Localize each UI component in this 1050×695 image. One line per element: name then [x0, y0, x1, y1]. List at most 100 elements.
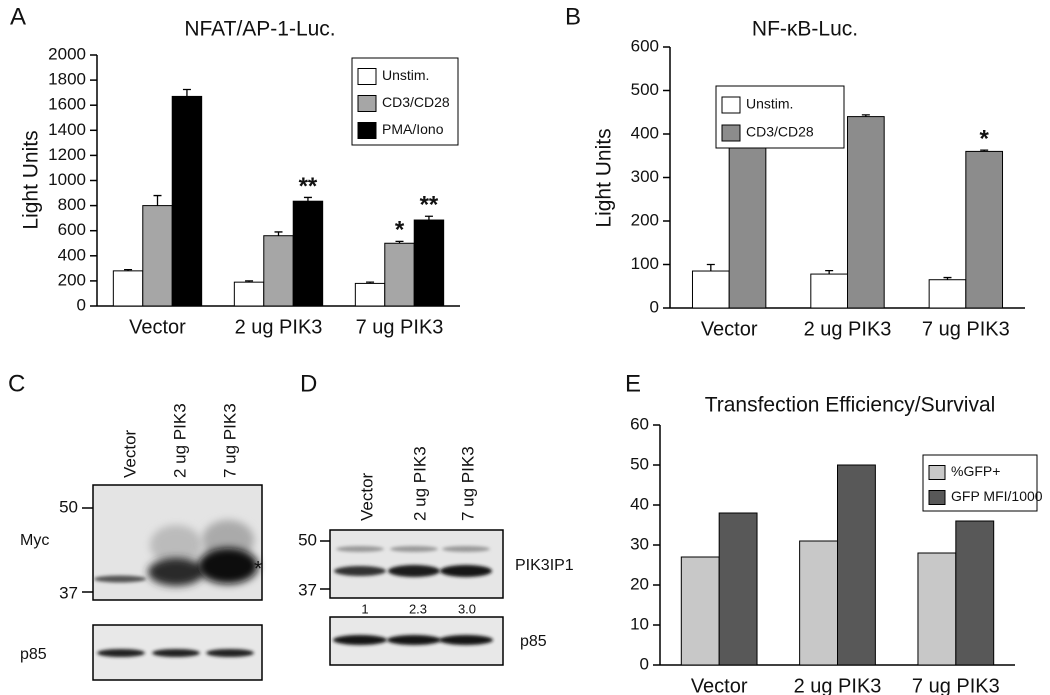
legend-swatch [357, 68, 377, 85]
lane-label: Vector [120, 429, 139, 478]
marker-label: 50 [59, 497, 78, 516]
error-bar [153, 194, 162, 206]
bar [965, 150, 1004, 309]
x-tick-label: 2 ug PIK3 [235, 316, 323, 338]
loading-label: p85 [20, 646, 47, 663]
lane-label: 7 ug PIK3 [220, 403, 239, 478]
legend-swatch [928, 465, 946, 480]
panel-label: E [625, 370, 641, 397]
legend-label: PMA/Iono [382, 121, 444, 137]
y-tick-label: 1200 [48, 145, 86, 164]
legend-label: GFP MFI/1000 [951, 488, 1043, 504]
error-bar [274, 231, 283, 236]
bar [171, 95, 203, 307]
blot-band [439, 635, 493, 645]
y-tick-label: 200 [631, 210, 659, 229]
y-tick-label: 800 [58, 195, 86, 214]
marker-label: 37 [59, 583, 78, 602]
band-note: * [254, 558, 262, 581]
y-tick-label: 0 [77, 295, 86, 314]
bar [691, 270, 730, 309]
annotation: ** [420, 192, 439, 219]
error-bar [943, 276, 952, 280]
y-tick-label: 600 [631, 36, 659, 55]
legend-label: Unstim. [746, 96, 793, 112]
y-tick-label: 60 [630, 414, 649, 433]
blot-band [198, 548, 258, 584]
y-tick-label: 1400 [48, 120, 86, 139]
lane-label: 2 ug PIK3 [410, 446, 429, 521]
legend-swatch [721, 96, 741, 114]
annotation: * [395, 217, 405, 244]
bar [142, 205, 173, 307]
y-axis-label: Light Units [593, 128, 616, 227]
legend-label: %GFP+ [951, 463, 1000, 479]
bar [810, 273, 848, 309]
bar [837, 464, 876, 666]
blot-band [442, 546, 490, 552]
bar [718, 512, 758, 666]
error-bar [395, 240, 404, 244]
error-bar [303, 196, 312, 202]
panel-label: A [10, 3, 26, 30]
panel-label: C [8, 370, 25, 397]
annotation: ** [299, 173, 318, 200]
x-tick-label: Vector [129, 316, 186, 338]
error-bar [366, 281, 375, 284]
y-tick-label: 100 [631, 254, 659, 273]
error-bar [182, 88, 191, 97]
y-tick-label: 1800 [48, 70, 86, 89]
panel-label: B [565, 3, 581, 30]
bar [799, 540, 839, 666]
legend-swatch [721, 124, 741, 142]
y-tick-label: 2000 [48, 44, 86, 63]
loading-label: p85 [520, 633, 547, 650]
blot-band [387, 635, 441, 645]
blot-band [390, 546, 438, 552]
lane-label: 7 ug PIK3 [458, 446, 477, 521]
blot-band [148, 558, 204, 586]
chart-title: NF-κB-Luc. [752, 18, 858, 41]
legend-label: CD3/CD28 [746, 124, 814, 140]
error-bar [706, 263, 715, 272]
y-axis-label: Light Units [20, 130, 43, 229]
y-tick-label: 400 [631, 123, 659, 142]
lane-label: 2 ug PIK3 [170, 403, 189, 478]
bar [233, 281, 265, 307]
lane-label: Vector [357, 472, 376, 521]
error-bar [124, 268, 133, 271]
blot-band [333, 635, 387, 645]
error-bar [825, 269, 834, 275]
x-tick-label: 2 ug PIK3 [794, 675, 882, 695]
legend-swatch [928, 490, 946, 505]
x-tick-label: Vector [691, 675, 748, 695]
legend-label: CD3/CD28 [382, 94, 450, 110]
x-tick-label: 2 ug PIK3 [804, 318, 892, 340]
chart-title: NFAT/AP-1-Luc. [184, 18, 335, 41]
bar [413, 219, 445, 307]
error-bar [245, 280, 254, 283]
blot-membrane [329, 529, 504, 599]
blot-c: C Vector 2 ug PIK3 7 ug PIK3 50 37 Myc *… [8, 370, 263, 681]
x-tick-label: 7 ug PIK3 [912, 675, 1000, 695]
annotation: * [980, 125, 990, 152]
blot-band [97, 649, 145, 657]
bar [292, 200, 324, 307]
y-tick-label: 0 [640, 654, 649, 673]
blot-band [206, 649, 254, 657]
y-tick-label: 400 [58, 245, 86, 264]
chart-title: Transfection Efficiency/Survival [705, 394, 996, 417]
x-tick-label: 7 ug PIK3 [922, 318, 1010, 340]
blot-band [336, 546, 384, 552]
y-tick-label: 600 [58, 220, 86, 239]
y-tick-label: 1000 [48, 170, 86, 189]
quantification: 3.0 [458, 601, 476, 616]
bar [680, 556, 720, 666]
y-tick-label: 200 [58, 270, 86, 289]
bar [263, 235, 294, 307]
blot-band [334, 566, 386, 576]
panel-label: D [300, 370, 317, 397]
legend-label: Unstim. [382, 67, 429, 83]
bar [917, 552, 957, 666]
